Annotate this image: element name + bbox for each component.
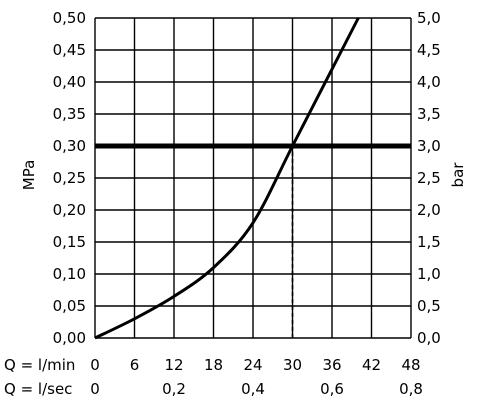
y-axis-label-left: MPa [20, 160, 38, 191]
x-tick-label-lmin: 30 [283, 356, 302, 374]
y-tick-label-left: 0,20 [53, 201, 86, 219]
x-tick-label-lsec: 0,4 [241, 380, 265, 398]
x-tick-label-lmin: 12 [164, 356, 183, 374]
y-tick-label-left: 0,40 [53, 73, 86, 91]
y-tick-label-right: 4,0 [417, 73, 441, 91]
y-tick-label-right: 0,0 [417, 329, 441, 347]
y-tick-label-left: 0,05 [53, 297, 86, 315]
x-tick-label-lmin: 24 [243, 356, 262, 374]
plot-area [94, 17, 411, 340]
y-tick-label-right: 3,5 [417, 105, 441, 123]
y-tick-label-right: 1,0 [417, 265, 441, 283]
x-tick-label-lsec: 0,2 [162, 380, 186, 398]
y-tick-label-left: 0,15 [53, 233, 86, 251]
grid-lines [94, 17, 412, 339]
x-axis-label-lmin: Q = l/min [4, 356, 75, 374]
y-tick-label-right: 1,5 [417, 233, 441, 251]
x-tick-label-lmin: 6 [130, 356, 140, 374]
x-tick-label-lmin: 18 [204, 356, 223, 374]
x-tick-label-lmin: 42 [362, 356, 381, 374]
y-tick-label-right: 0,5 [417, 297, 441, 315]
series-curve [94, 17, 360, 340]
y-tick-label-left: 0,35 [53, 105, 86, 123]
y-axis-label-right: bar [449, 162, 467, 188]
x-axis-label-lsec: Q = l/sec [4, 380, 72, 398]
y-tick-label-left: 0,10 [53, 265, 86, 283]
y-tick-label-right: 2,5 [417, 169, 441, 187]
y-tick-label-right: 4,5 [417, 41, 441, 59]
x-tick-label-lmin: 0 [90, 356, 100, 374]
y-tick-label-left: 0,00 [53, 329, 86, 347]
x-tick-label-lsec: 0,8 [399, 380, 423, 398]
y-tick-label-right: 5,0 [417, 9, 441, 27]
y-tick-label-left: 0,25 [53, 169, 86, 187]
x-tick-label-lsec: 0,6 [320, 380, 344, 398]
y-tick-label-right: 3,0 [417, 137, 441, 155]
x-tick-label-lmin: 48 [401, 356, 420, 374]
y-tick-label-right: 2,0 [417, 201, 441, 219]
y-tick-label-left: 0,45 [53, 41, 86, 59]
x-tick-label-lsec: 0 [90, 380, 100, 398]
y-tick-label-left: 0,50 [53, 9, 86, 27]
y-tick-label-left: 0,30 [53, 137, 86, 155]
x-tick-label-lmin: 36 [322, 356, 341, 374]
axis-labels: 0,000,050,100,150,200,250,300,350,400,45… [53, 9, 441, 398]
